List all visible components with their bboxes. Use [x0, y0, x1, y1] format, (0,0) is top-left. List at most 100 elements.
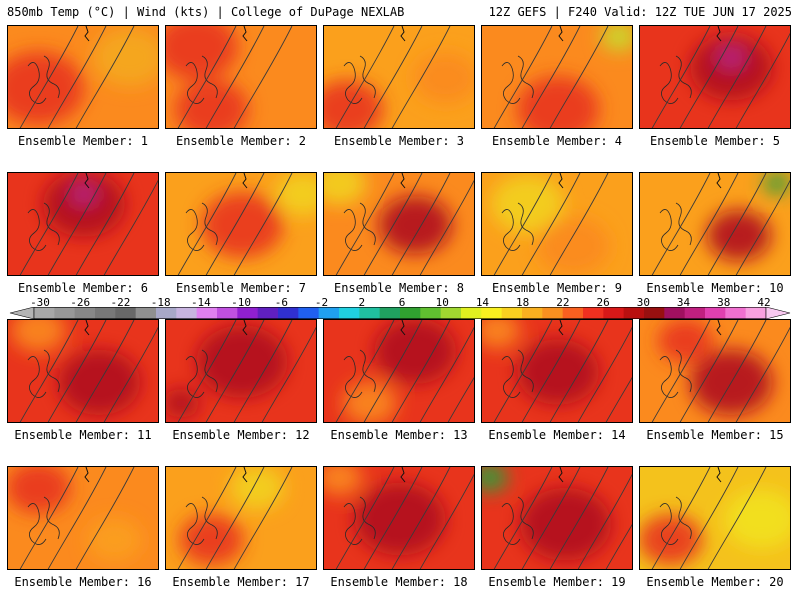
height-contour: [577, 326, 632, 422]
height-contour: [707, 320, 767, 422]
height-contour: [735, 326, 790, 422]
colorbar-tick-label: 26: [596, 296, 610, 309]
ensemble-member-map: [639, 466, 791, 570]
ensemble-member-label: Ensemble Member: 19: [488, 575, 626, 589]
model-run-info: 12Z GEFS | F240 Valid: 12Z TUE JUN 17 20…: [488, 5, 792, 19]
height-contour: [549, 320, 609, 422]
height-contour: [549, 467, 609, 569]
colorbar-segment: [542, 307, 564, 319]
height-contour: [735, 179, 790, 275]
temperature-anomaly: [166, 26, 238, 80]
height-contour: [177, 26, 237, 128]
ensemble-member-map: [165, 466, 317, 570]
height-contour: [391, 173, 451, 275]
temperature-anomaly: [71, 183, 97, 204]
ensemble-member-map: [7, 25, 159, 129]
height-contour: [363, 26, 423, 128]
height-contour: [75, 173, 135, 275]
ensemble-member-map: [7, 466, 159, 570]
colorbar-tick-label: -26: [70, 296, 91, 309]
ensemble-member-map: [481, 319, 633, 423]
ensemble-member-map: [323, 172, 475, 276]
height-contour: [335, 467, 395, 569]
coastline: [242, 173, 248, 189]
temperature-anomaly: [324, 80, 384, 128]
temperature-anomaly: [520, 487, 612, 561]
height-contour: [205, 173, 265, 275]
coastline: [716, 467, 722, 483]
height-contour: [261, 326, 316, 422]
height-contour: [47, 26, 107, 128]
colorbar-segment: [501, 307, 523, 319]
coastline: [400, 26, 406, 42]
height-contour: [735, 32, 790, 128]
ensemble-member-map: [323, 319, 475, 423]
temperature-anomaly: [42, 173, 126, 237]
colorbar-tick-label: -6: [274, 296, 288, 309]
colorbar-segment: [420, 307, 442, 319]
ensemble-member-label: Ensemble Member: 2: [175, 134, 307, 148]
colorbar-tick-label: 38: [717, 296, 731, 309]
temperature-anomaly: [324, 467, 362, 496]
colorbar-segment: [725, 307, 747, 319]
colorbar-segment: [217, 307, 238, 319]
temperature-anomaly: [175, 80, 249, 128]
terrain-contour: [501, 349, 534, 398]
height-contour: [233, 320, 293, 422]
terrain-contour: [343, 202, 376, 251]
temperature-anomaly: [516, 76, 600, 128]
height-contour: [651, 320, 711, 422]
temperature-anomaly: [413, 52, 474, 104]
ensemble-member-label: Ensemble Member: 11: [14, 428, 152, 442]
ensemble-member-map: [481, 172, 633, 276]
height-contour: [335, 26, 395, 128]
height-contour: [419, 179, 474, 275]
height-contour: [549, 26, 609, 128]
colorbar-tick-label: 34: [676, 296, 691, 309]
ensemble-member-label: Ensemble Member: 12: [172, 428, 310, 442]
colorbar-segment: [623, 307, 645, 319]
height-contour: [679, 467, 739, 569]
height-contour: [19, 26, 79, 128]
colorbar-segment: [562, 307, 584, 319]
colorbar-tick-label: 2: [358, 296, 366, 309]
colorbar-segment: [583, 307, 604, 319]
temperature-anomaly: [166, 388, 200, 418]
terrain-contour: [27, 496, 60, 545]
colorbar-segment: [644, 307, 665, 319]
coastline: [716, 320, 722, 336]
colorbar-segment: [257, 307, 279, 319]
ensemble-member-map: [323, 25, 475, 129]
temperature-anomaly: [200, 192, 284, 258]
colorbar-segment: [176, 307, 198, 319]
ensemble-member-label: Ensemble Member: 10: [646, 281, 784, 295]
coastline: [558, 467, 564, 483]
ensemble-member-label: Ensemble Member: 17: [172, 575, 310, 589]
temperature-anomaly: [324, 173, 367, 206]
terrain-contour: [501, 202, 534, 251]
height-contour: [651, 467, 711, 569]
colorbar-segment: [135, 307, 157, 319]
height-contour: [707, 173, 767, 275]
colorbar-segment: [461, 307, 482, 319]
colorbar-segment: [95, 307, 116, 319]
terrain-contour: [185, 349, 218, 398]
height-contour: [75, 320, 135, 422]
colorbar-segment: [603, 307, 625, 319]
colorbar-tick-label: 42: [757, 296, 771, 309]
height-contour: [549, 173, 609, 275]
height-contour: [47, 173, 107, 275]
height-contour: [205, 467, 265, 569]
ensemble-member-map: [165, 25, 317, 129]
temperature-anomaly: [87, 517, 142, 562]
coastline: [558, 26, 564, 42]
colorbar-segment: [481, 307, 503, 319]
colorbar-segment: [54, 307, 76, 319]
temperature-anomaly: [600, 26, 632, 51]
temperature-anomaly: [482, 467, 508, 492]
terrain-contour: [659, 349, 692, 398]
colorbar-max-arrow: [765, 307, 791, 319]
coastline: [558, 173, 564, 189]
colorbar-segment: [318, 307, 340, 319]
coastline: [84, 320, 90, 336]
